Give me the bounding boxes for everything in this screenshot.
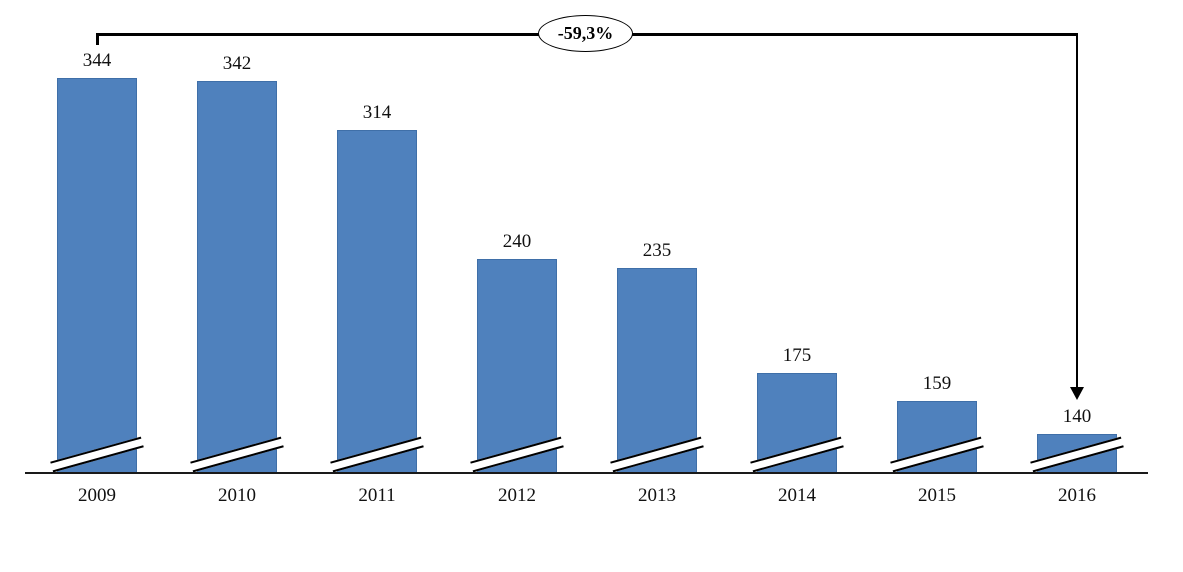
bar-value-label: 175 [782, 345, 812, 366]
x-axis-tick-label: 2015 [918, 485, 956, 506]
bar-value-label: 342 [222, 53, 252, 74]
x-axis-tick-label: 2009 [78, 485, 116, 506]
bar-2009 [57, 78, 137, 473]
bar-2013 [617, 268, 697, 473]
bar-value-label: 159 [922, 373, 952, 394]
bar-value-label: 344 [82, 50, 112, 71]
x-axis-tick-label: 2013 [638, 485, 676, 506]
x-axis-tick-label: 2014 [778, 485, 816, 506]
bar-value-label: 314 [362, 102, 392, 123]
x-axis-line [25, 472, 1148, 474]
bar-2011 [337, 130, 417, 473]
bar-value-label: 240 [502, 231, 532, 252]
x-axis-tick-label: 2010 [218, 485, 256, 506]
annotation-arrowhead-icon [1070, 387, 1084, 400]
x-axis-tick-label: 2016 [1058, 485, 1096, 506]
annotation-ellipse-badge: -59,3% [538, 15, 633, 52]
bar-value-label: 235 [642, 240, 672, 261]
x-axis-tick-label: 2012 [498, 485, 536, 506]
annotation-label: -59,3% [557, 23, 614, 43]
x-axis-tick-label: 2011 [358, 485, 396, 506]
bar-2012 [477, 259, 557, 473]
bar-value-label: 140 [1062, 406, 1092, 427]
bar-2010 [197, 81, 277, 473]
annotation-arrow-shaft [1075, 33, 1078, 388]
annotation-bracket-left-tick [96, 33, 99, 45]
